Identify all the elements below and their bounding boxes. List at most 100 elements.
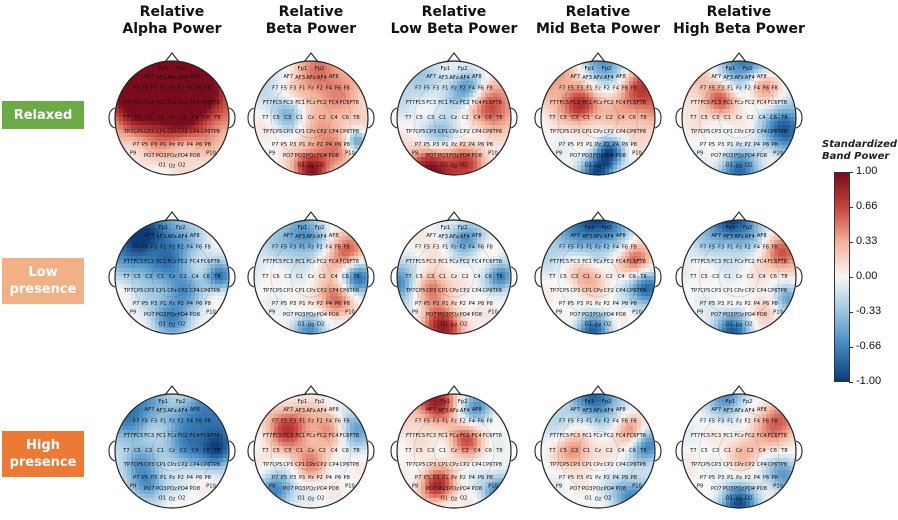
nose-marker (446, 385, 462, 396)
electrode-label: C6 (485, 115, 492, 121)
electrode-label: F7 (700, 419, 706, 425)
electrode-label: P4 (754, 301, 761, 307)
electrode-label: AF8 (757, 407, 767, 413)
electrode-label: P10 (632, 484, 642, 490)
electrode-label: F7 (133, 86, 139, 92)
electrode-label: C5 (273, 115, 280, 121)
electrode-label: P6 (622, 475, 628, 481)
electrode-label: C2 (319, 115, 326, 121)
electrode-label: CP5 (700, 462, 710, 468)
electrode-label: Pz (169, 301, 175, 307)
electrode-label: F4 (754, 419, 761, 425)
electrode-label: F7 (700, 245, 706, 251)
electrode-label: F7 (559, 245, 565, 251)
electrode-label: Fp1 (159, 399, 169, 405)
electrode-label: PO3 (156, 153, 167, 159)
electrode-label: CP1 (582, 288, 592, 294)
electrode-label: F4 (187, 419, 194, 425)
electrode-label: FC2 (604, 259, 614, 265)
electrode-label: F5 (281, 245, 287, 251)
electrode-label: PO8 (189, 153, 200, 159)
electrode-label: T7 (548, 448, 555, 454)
topomap-high-presence-low-beta: Fp1 Fp2 AF7 AF3 AFz AF4 AF8 F7 F5 F3 F1 Fz F2 F4 F6 F8 F… (390, 385, 518, 509)
electrode-label: T7 (689, 448, 696, 454)
electrode-label: C1 (439, 115, 446, 121)
electrode-label: FC5 (133, 259, 143, 265)
electrode-label: P10 (345, 484, 355, 490)
electrode-label: Pz (451, 301, 457, 307)
electrode-label: PO3 (582, 312, 593, 318)
electrode-label: FC1 (723, 259, 733, 265)
electrode-label: F5 (568, 245, 574, 251)
electrode-label: P6 (196, 142, 202, 148)
electrode-label: FC5 (559, 259, 569, 265)
electrode-label: P4 (613, 142, 620, 148)
electrode-label: C3 (145, 115, 152, 121)
electrode-label: POz (167, 486, 177, 492)
electrode-label: C2 (180, 115, 187, 121)
electrode-label: CP5 (559, 462, 569, 468)
electrode-label: FC2 (317, 100, 327, 106)
electrode-label: F2 (745, 419, 751, 425)
electrode-label: Oz (736, 164, 743, 170)
electrode-label: AF7 (426, 233, 436, 239)
electrode-label: CP4 (329, 288, 340, 294)
electrode-label: FC3 (426, 259, 436, 265)
electrode-label: Fp2 (176, 66, 186, 72)
electrode-label: PO7 (711, 312, 722, 318)
electrode-label: CPz (734, 462, 744, 468)
electrode-label: CPz (449, 462, 459, 468)
electrode-label: CP6 (627, 462, 637, 468)
electrode-label: P4 (469, 475, 476, 481)
electrode-label: PO7 (570, 312, 581, 318)
electrode-label: F5 (281, 86, 287, 92)
electrode-label: F1 (586, 86, 592, 92)
electrode-label: P1 (442, 142, 448, 148)
electrode-label: AF4 (317, 75, 328, 81)
electrode-label: FC3 (711, 259, 721, 265)
electrode-label: PO4 (604, 153, 615, 159)
electrode-label: C3 (427, 274, 434, 280)
electrode-label: FC5 (133, 100, 143, 106)
electrode-label: TP7 (549, 129, 560, 135)
electrode-label: PO3 (156, 312, 167, 318)
electrode-label: POz (593, 153, 603, 159)
electrode-label: P6 (196, 301, 202, 307)
electrode-label: CP2 (745, 288, 755, 294)
electrode-label: P8 (344, 142, 350, 148)
electrode-label: O1 (726, 496, 733, 502)
electrode-label: PO8 (756, 486, 767, 492)
electrode-label: O1 (726, 163, 733, 169)
electrode-label: FC6 (483, 433, 493, 439)
electrode-label: AF3 (295, 75, 305, 81)
topomap-high-presence-beta: Fp1 Fp2 AF7 AF3 AFz AF4 AF8 F7 F5 F3 F1 Fz F2 F4 F6 F8 F… (247, 385, 375, 509)
electrode-label: AF4 (604, 75, 615, 81)
electrode-label: AFz (593, 75, 603, 81)
colorbar-tick (849, 277, 853, 278)
electrode-label: PO4 (178, 486, 189, 492)
electrode-label: P1 (160, 142, 166, 148)
electrode-label: P1 (727, 142, 733, 148)
electrode-label: AF8 (329, 74, 339, 80)
electrode-label: CP5 (272, 462, 282, 468)
electrode-label: F3 (151, 245, 157, 251)
electrode-label: CP5 (415, 288, 425, 294)
colorbar-tick (849, 207, 853, 208)
electrode-label: PO8 (471, 486, 482, 492)
electrode-label: FC2 (604, 433, 614, 439)
electrode-label: FC6 (201, 433, 211, 439)
electrode-label: P5 (424, 142, 430, 148)
electrode-label: O2 (604, 496, 611, 502)
electrode-label: CP6 (483, 462, 493, 468)
electrode-label: AF4 (178, 408, 189, 414)
electrode-label: FCz (306, 100, 316, 106)
electrode-label: AF3 (723, 234, 733, 240)
electrode-label: FT8 (778, 100, 787, 106)
electrode-label: P5 (568, 475, 574, 481)
nose-marker (590, 211, 606, 222)
electrode-label: AF7 (426, 407, 436, 413)
electrode-label: FT8 (350, 259, 359, 265)
electrode-label: PO4 (317, 312, 328, 318)
electrode-label: CP2 (460, 462, 470, 468)
electrode-label: F6 (196, 245, 202, 251)
